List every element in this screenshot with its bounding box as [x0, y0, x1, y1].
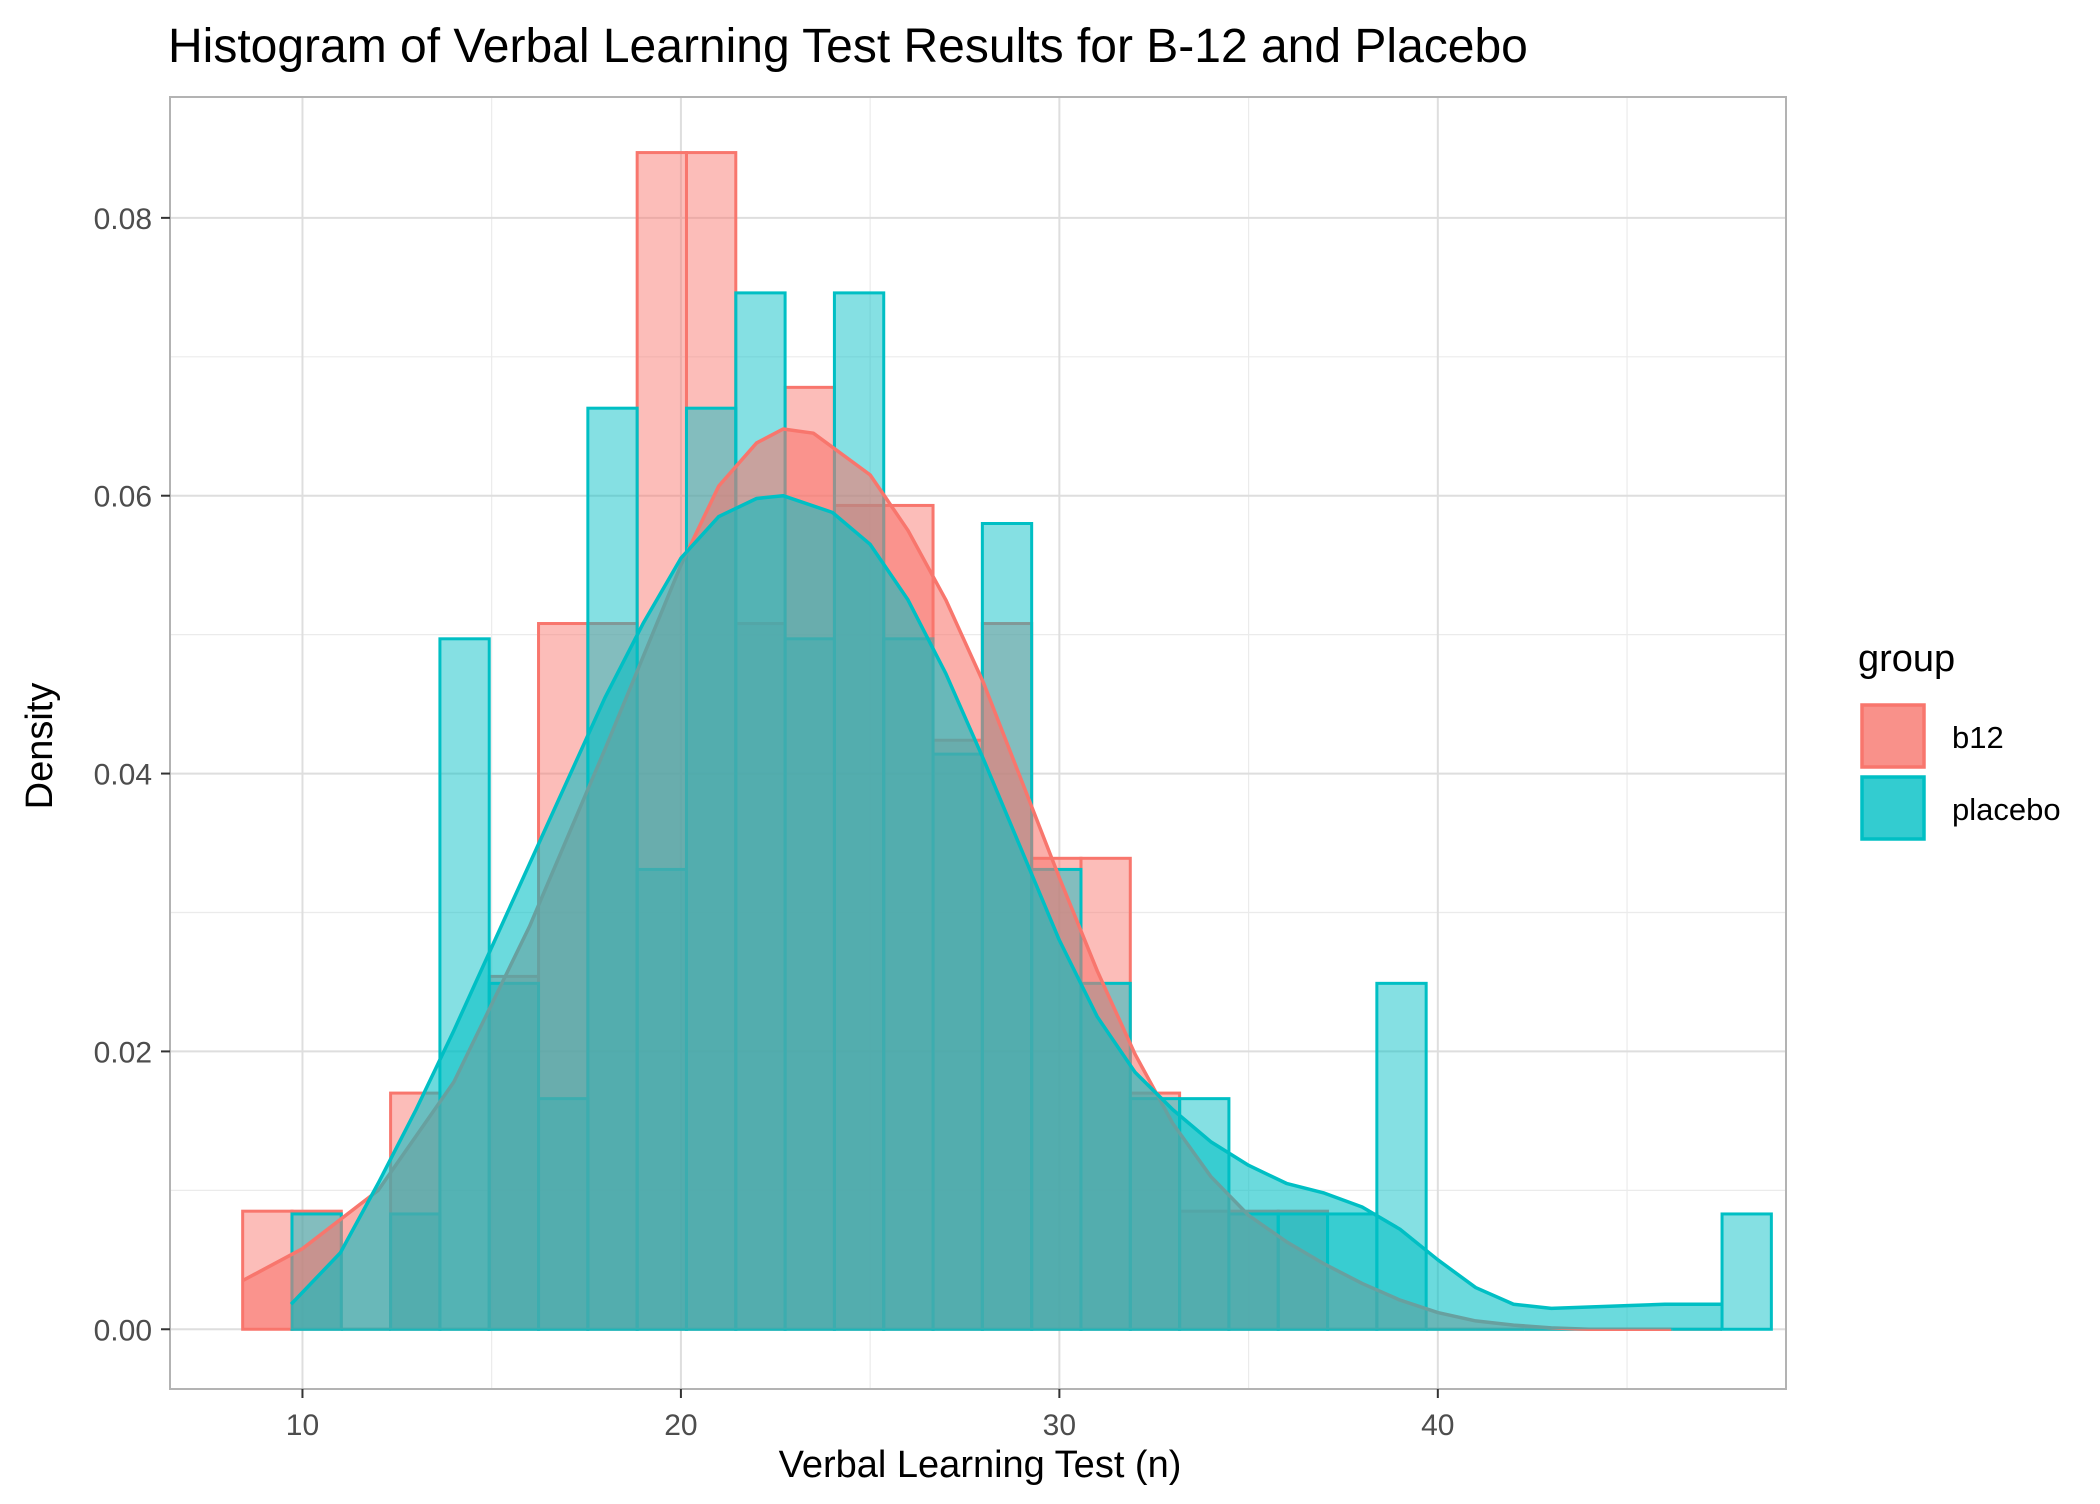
placebo-density-fill	[291, 495, 1722, 1330]
y-tick-label: 0.08	[94, 203, 152, 236]
y-tick-label: 0.06	[94, 481, 152, 514]
placebo-density-line	[289, 493, 1722, 1311]
legend-label-placebo: placebo	[1952, 792, 2061, 827]
legend-label-b12: b12	[1952, 720, 2004, 755]
legend: group b12 placebo	[1858, 638, 2061, 841]
x-tick-label: 40	[1421, 1409, 1454, 1442]
y-tick-label: 0.00	[94, 1314, 152, 1347]
legend-key-placebo	[1860, 775, 1926, 841]
legend-key-b12	[1860, 703, 1926, 769]
x-axis-label: Verbal Learning Test (n)	[779, 1444, 1182, 1486]
legend-item-b12: b12	[1860, 703, 2004, 769]
x-tick-label: 30	[1043, 1409, 1076, 1442]
x-tick-label: 20	[664, 1409, 697, 1442]
x-tick-label: 10	[286, 1409, 319, 1442]
y-axis-label: Density	[19, 683, 61, 810]
legend-item-placebo: placebo	[1860, 775, 2061, 841]
legend-title: group	[1858, 638, 1955, 680]
placebo-histogram-bar	[1720, 1212, 1773, 1331]
y-tick-label: 0.02	[94, 1036, 152, 1069]
y-axis: 0.00 0.02 0.04 0.06 0.08	[94, 203, 170, 1347]
placebo-density-curve	[289, 493, 1722, 1330]
legend-items: b12 placebo	[1860, 703, 2061, 841]
plot-area	[169, 96, 1787, 1390]
x-axis: 10 20 30 40	[286, 1389, 1455, 1442]
plot-border	[169, 96, 1787, 1390]
chart-title: Histogram of Verbal Learning Test Result…	[168, 20, 1528, 73]
y-tick-label: 0.04	[94, 759, 152, 792]
